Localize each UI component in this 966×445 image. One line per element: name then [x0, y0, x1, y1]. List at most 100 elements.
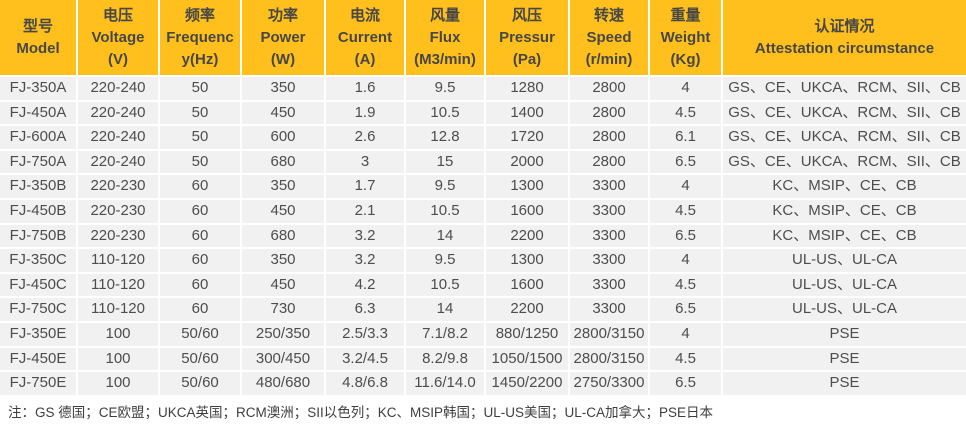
header-line: 认证情况 — [814, 17, 875, 35]
table-row: FJ-450E 100 50/60 300/450 3.2/4.5 8.2/9.8 1050… — [0, 347, 966, 373]
cell-model: FJ-450E — [0, 347, 78, 373]
column-header-pressure: 风压 Pressur (Pa) — [486, 0, 570, 77]
table-row: FJ-750B 220-230 60 680 3.2 14 2200 3300 6.5 KC、MS… — [0, 224, 966, 250]
cell-current: 6.3 — [326, 298, 406, 323]
cell-attestation: PSE — [723, 322, 966, 348]
cell-weight: 6.1 — [650, 126, 723, 151]
cell-model: FJ-450B — [0, 199, 78, 225]
cell-pressure: 1400 — [486, 101, 570, 127]
cell-speed: 3300 — [570, 224, 650, 250]
cell-frequency: 50/60 — [160, 372, 242, 397]
cell-frequency: 50/60 — [160, 347, 242, 373]
cell-flux: 9.5 — [406, 77, 486, 102]
cell-attestation: GS、CE、UKCA、RCM、SII、CB — [723, 126, 966, 151]
cell-current: 4.8/6.8 — [326, 372, 406, 397]
cell-power: 730 — [242, 298, 326, 323]
cell-flux: 14 — [406, 298, 486, 323]
table-row: FJ-750A 220-240 50 680 3 15 2000 2800 6.5 GS、CE、U… — [0, 150, 966, 176]
cell-voltage: 110-120 — [78, 273, 160, 299]
column-header-current: 电流 Current (A) — [326, 0, 406, 77]
column-header-flux: 风量 Flux (M3/min) — [406, 0, 486, 77]
header-line: Voltage — [91, 28, 145, 46]
cell-frequency: 50 — [160, 101, 242, 127]
cell-attestation: PSE — [723, 347, 966, 373]
cell-voltage: 220-230 — [78, 175, 160, 200]
cell-weight: 4.5 — [650, 199, 723, 225]
cell-power: 680 — [242, 150, 326, 176]
cell-power: 680 — [242, 224, 326, 250]
cell-voltage: 220-240 — [78, 101, 160, 127]
cell-speed: 3300 — [570, 199, 650, 225]
cell-pressure: 1450/2200 — [486, 372, 570, 397]
cell-power: 480/680 — [242, 372, 326, 397]
cell-voltage: 100 — [78, 322, 160, 348]
cell-weight: 4 — [650, 322, 723, 348]
column-header-voltage: 电压 Voltage (V) — [78, 0, 160, 77]
cell-current: 1.6 — [326, 77, 406, 102]
cell-frequency: 60 — [160, 249, 242, 274]
cell-frequency: 60 — [160, 224, 242, 250]
header-line: Weight — [660, 28, 711, 46]
cell-speed: 2800/3150 — [570, 322, 650, 348]
cell-current: 2.5/3.3 — [326, 322, 406, 348]
cell-flux: 10.5 — [406, 199, 486, 225]
header-line: (Kg) — [670, 50, 701, 68]
cell-power: 450 — [242, 199, 326, 225]
cell-weight: 6.5 — [650, 298, 723, 323]
cell-speed: 2800 — [570, 150, 650, 176]
cell-frequency: 60 — [160, 298, 242, 323]
cell-model: FJ-750A — [0, 150, 78, 176]
header-line: 重量 — [670, 6, 701, 24]
cell-attestation: KC、MSIP、CE、CB — [723, 199, 966, 225]
cell-pressure: 1280 — [486, 77, 570, 102]
cell-model: FJ-450A — [0, 101, 78, 127]
header-line: (r/min) — [585, 50, 633, 68]
table-row: FJ-600A 220-240 50 600 2.6 12.8 1720 2800 6.1 GS、… — [0, 126, 966, 151]
column-header-power: 功率 Power (W) — [242, 0, 326, 77]
table-row: FJ-350E 100 50/60 250/350 2.5/3.3 7.1/8.2 880/… — [0, 322, 966, 348]
header-line: 型号 — [22, 17, 53, 35]
cell-frequency: 60 — [160, 199, 242, 225]
cell-attestation: UL-US、UL-CA — [723, 249, 966, 274]
cell-frequency: 50/60 — [160, 322, 242, 348]
cell-speed: 2800/3150 — [570, 347, 650, 373]
cell-speed: 3300 — [570, 273, 650, 299]
cell-model: FJ-750C — [0, 298, 78, 323]
cell-flux: 9.5 — [406, 175, 486, 200]
cell-voltage: 220-240 — [78, 150, 160, 176]
certification-legend-note: 注：GS 德国；CE欧盟；UKCA英国；RCM澳洲；SII以色列；KC、MSIP… — [8, 404, 714, 420]
cell-voltage: 100 — [78, 347, 160, 373]
cell-pressure: 1050/1500 — [486, 347, 570, 373]
cell-pressure: 2000 — [486, 150, 570, 176]
cell-pressure: 1720 — [486, 126, 570, 151]
cell-power: 250/350 — [242, 322, 326, 348]
table-row: FJ-750E 100 50/60 480/680 4.8/6.8 11.6/14.0 14… — [0, 372, 966, 397]
cell-model: FJ-350A — [0, 77, 78, 102]
cell-speed: 3300 — [570, 298, 650, 323]
cell-power: 600 — [242, 126, 326, 151]
column-header-speed: 转速 Speed (r/min) — [570, 0, 650, 77]
cell-model: FJ-750E — [0, 372, 78, 397]
header-line: (A) — [354, 50, 376, 68]
table-row: FJ-450A 220-240 50 450 1.9 10.5 1400 2800 4.5 GS、… — [0, 101, 966, 127]
cell-speed: 3300 — [570, 249, 650, 274]
header-line: 风压 — [511, 6, 542, 24]
cell-power: 300/450 — [242, 347, 326, 373]
cell-current: 1.9 — [326, 101, 406, 127]
table-row: FJ-450C 110-120 60 450 4.2 10.5 1600 3300 4.5 UL-… — [0, 273, 966, 299]
cell-power: 350 — [242, 249, 326, 274]
cell-current: 2.6 — [326, 126, 406, 151]
cell-model: FJ-750B — [0, 224, 78, 250]
header-line: Current — [337, 28, 393, 46]
cell-weight: 4 — [650, 249, 723, 274]
table-body: FJ-350A 220-240 50 350 1.6 9.5 1280 2800 4 GS、CE、… — [0, 77, 966, 397]
cell-pressure: 1600 — [486, 199, 570, 225]
cell-flux: 9.5 — [406, 249, 486, 274]
column-header-weight: 重量 Weight (Kg) — [650, 0, 723, 77]
header-line: (Pa) — [512, 50, 542, 68]
header-line: Model — [16, 39, 60, 57]
header-line: y(Hz) — [181, 50, 219, 68]
cell-pressure: 1600 — [486, 273, 570, 299]
cell-weight: 4.5 — [650, 347, 723, 373]
